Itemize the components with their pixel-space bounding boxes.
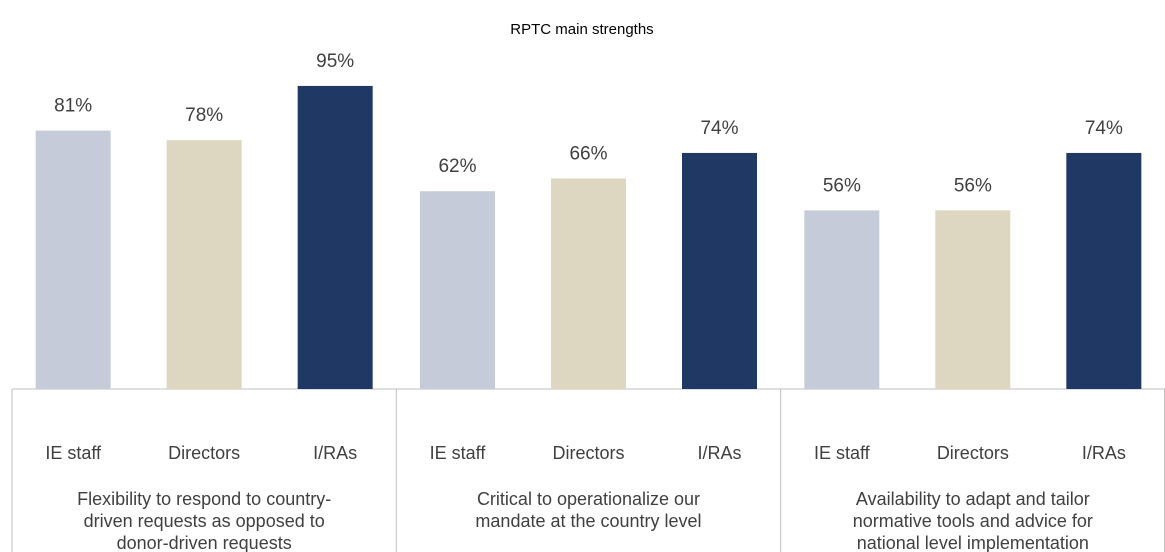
- group-label: Flexibility to respond to country-: [77, 489, 331, 509]
- x-tick-label: Directors: [552, 443, 624, 463]
- value-label: 74%: [1085, 118, 1123, 139]
- bar: [35, 130, 111, 390]
- group-label: Availability to adapt and tailor: [856, 489, 1090, 509]
- value-label: 56%: [823, 175, 861, 196]
- bar: [682, 152, 757, 389]
- value-label: 95%: [316, 51, 354, 72]
- x-tick-label: IE staff: [430, 443, 487, 463]
- group-label: normative tools and advice for: [853, 511, 1093, 531]
- value-label: 66%: [569, 143, 607, 164]
- value-label: 62%: [438, 156, 476, 177]
- x-tick-label: Directors: [168, 443, 240, 463]
- x-tick-label: Directors: [937, 443, 1009, 463]
- x-tick-label: I/RAs: [697, 443, 741, 463]
- group-label: Critical to operationalize our: [477, 489, 700, 509]
- bar: [935, 210, 1011, 389]
- group-label: mandate at the country level: [475, 511, 701, 531]
- x-tick-label: IE staff: [814, 443, 871, 463]
- value-label: 81%: [54, 96, 92, 117]
- x-tick-label: IE staff: [45, 443, 102, 463]
- bar: [420, 191, 495, 389]
- bar: [297, 85, 373, 389]
- bar: [551, 178, 626, 389]
- value-label: 56%: [954, 175, 992, 196]
- x-tick-label: I/RAs: [1082, 443, 1126, 463]
- bar: [804, 210, 880, 389]
- value-label: 78%: [185, 105, 223, 126]
- group-label: national level implementation: [857, 533, 1089, 552]
- chart-title: RPTC main strengths: [510, 21, 653, 38]
- bar: [1066, 152, 1142, 389]
- group-label: driven requests as opposed to: [84, 511, 325, 531]
- x-tick-label: I/RAs: [313, 443, 357, 463]
- bar: [166, 140, 242, 389]
- group-label: donor-driven requests: [117, 533, 292, 552]
- value-label: 74%: [700, 118, 738, 139]
